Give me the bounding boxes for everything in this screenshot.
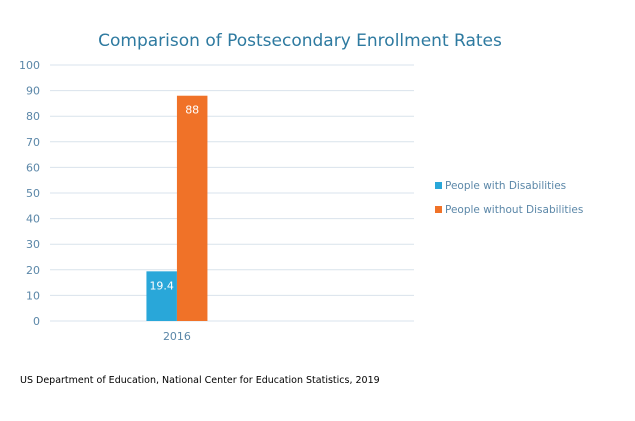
y-tick-label: 30 xyxy=(26,238,40,251)
y-tick-label: 70 xyxy=(26,136,40,149)
data-label: 19.4 xyxy=(149,279,174,292)
y-tick-label: 20 xyxy=(26,264,40,277)
data-label: 88 xyxy=(185,104,199,117)
y-tick-label: 40 xyxy=(26,213,40,226)
legend-swatch xyxy=(435,182,442,189)
legend-label: People without Disabilities xyxy=(445,204,583,216)
legend-item: People without Disabilities xyxy=(435,204,583,216)
y-tick-label: 0 xyxy=(33,315,40,328)
legend-label: People with Disabilities xyxy=(445,180,566,192)
bar-people-with-disabilities xyxy=(146,271,177,321)
legend-swatch xyxy=(435,206,442,213)
y-tick-label: 50 xyxy=(26,187,40,200)
y-tick-label: 10 xyxy=(26,289,40,302)
y-tick-label: 60 xyxy=(26,161,40,174)
x-tick-label: 2016 xyxy=(163,330,191,343)
y-tick-label: 100 xyxy=(19,59,40,72)
chart-title: Comparison of Postsecondary Enrollment R… xyxy=(98,31,502,51)
y-tick-label: 80 xyxy=(26,110,40,123)
bar-people-without-disabilities xyxy=(176,95,208,321)
source-note: US Department of Education, National Cen… xyxy=(20,375,380,386)
y-tick-label: 90 xyxy=(26,85,40,98)
legend-item: People with Disabilities xyxy=(435,180,566,192)
